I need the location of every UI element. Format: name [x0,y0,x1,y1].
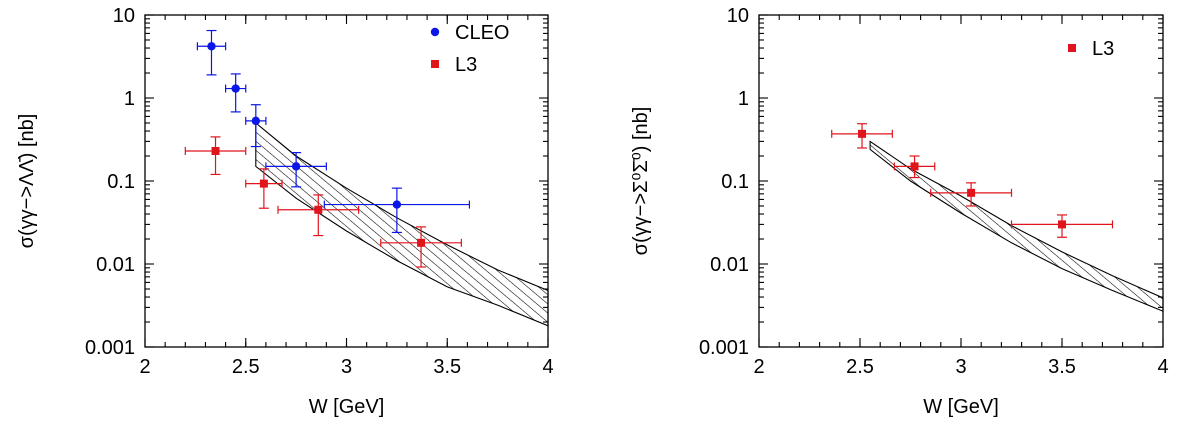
x-tick-label: 4 [1157,356,1168,378]
right-panel-sigma: 2 2.5 3 3.5 4 0.001 0.01 0.1 1 10 W [GeV] σ(γγ−>Σ⁰Σ… [630,5,1169,418]
y-tick-label: 10 [727,5,749,27]
l3-data-point [259,179,268,188]
y-tick-label: 0.001 [699,337,749,359]
y-tick-label: 0.001 [85,337,135,359]
y-tick-label: 1 [738,88,749,110]
x-tick-label: 2 [139,356,150,378]
left-panel-lambda: 2 2.5 3 3.5 4 0.001 0.01 0.1 1 10 W [GeV] σ(γγ−>ΛΛ̄… [16,5,554,418]
x-tick-label: 2.5 [232,356,260,378]
l3-data-point [858,129,867,138]
l3-data-point [211,146,220,155]
y-axis-title: σ(γγ−>Σ⁰Σ̄⁰) [nb] [630,107,652,256]
x-tick-label: 3 [955,356,966,378]
legend-l3-marker [1068,44,1076,52]
l3-data-point [314,205,323,214]
x-tick-label: 3 [341,356,352,378]
l3-data-point [417,238,426,247]
l3-data-point [910,162,919,171]
y-axis-title: σ(γγ−>ΛΛ̄) [nb] [16,114,38,249]
x-tick-label: 3.5 [433,356,461,378]
x-tick-label: 4 [542,356,553,378]
plot-frame [758,14,1164,348]
y-tick-label: 0.1 [107,171,135,193]
cleo-data-point [231,84,240,93]
y-tick-label: 0.01 [96,254,135,276]
y-tick-label: 0.1 [721,171,749,193]
legend-label: L3 [1092,38,1114,60]
x-axis-title: W [GeV] [923,396,999,418]
legend-label: CLEO [455,22,509,44]
y-tick-label: 0.01 [710,254,749,276]
x-axis-title: W [GeV] [309,396,385,418]
legend-l3-marker [431,60,439,68]
y-tick-label: 10 [113,5,135,27]
cleo-data-point [207,42,216,51]
x-tick-label: 3.5 [1048,356,1076,378]
legend-label: L3 [455,54,477,76]
l3-data-point [967,188,976,197]
cleo-data-point [251,116,261,126]
theory-band [255,121,549,327]
cleo-data-point [291,162,301,171]
x-tick-label: 2 [753,356,764,378]
y-tick-label: 1 [124,88,135,110]
cleo-data-point [392,200,402,209]
x-tick-label: 2.5 [846,356,874,378]
l3-data-point [1058,220,1066,229]
legend-cleo-marker [430,27,440,37]
